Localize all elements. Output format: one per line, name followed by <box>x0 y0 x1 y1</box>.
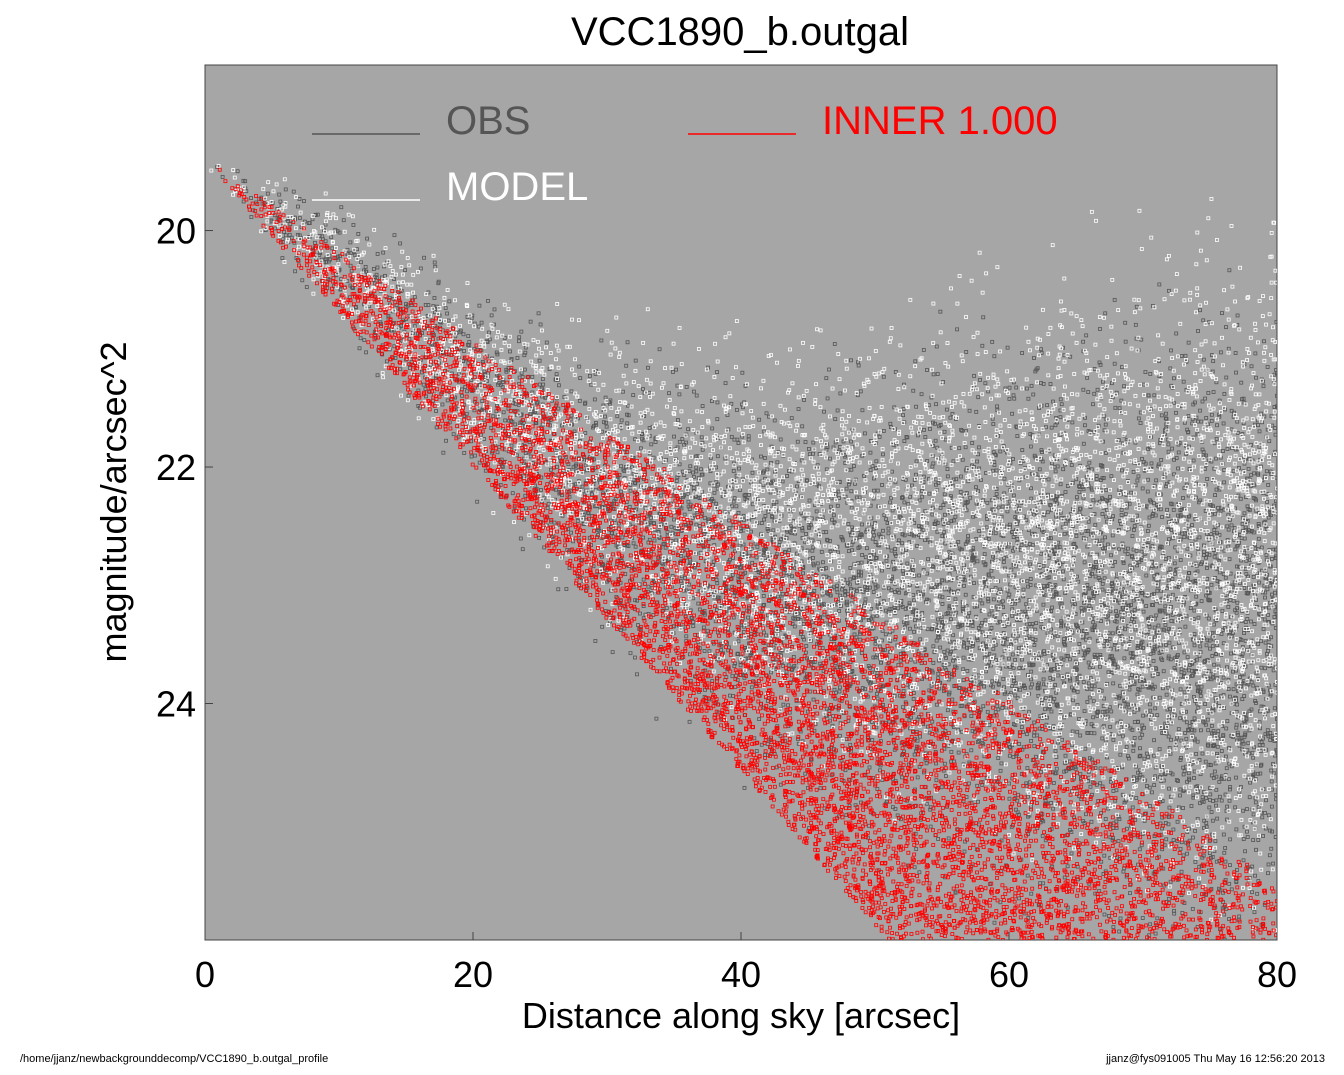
chart-title: VCC1890_b.outgal <box>571 10 909 54</box>
